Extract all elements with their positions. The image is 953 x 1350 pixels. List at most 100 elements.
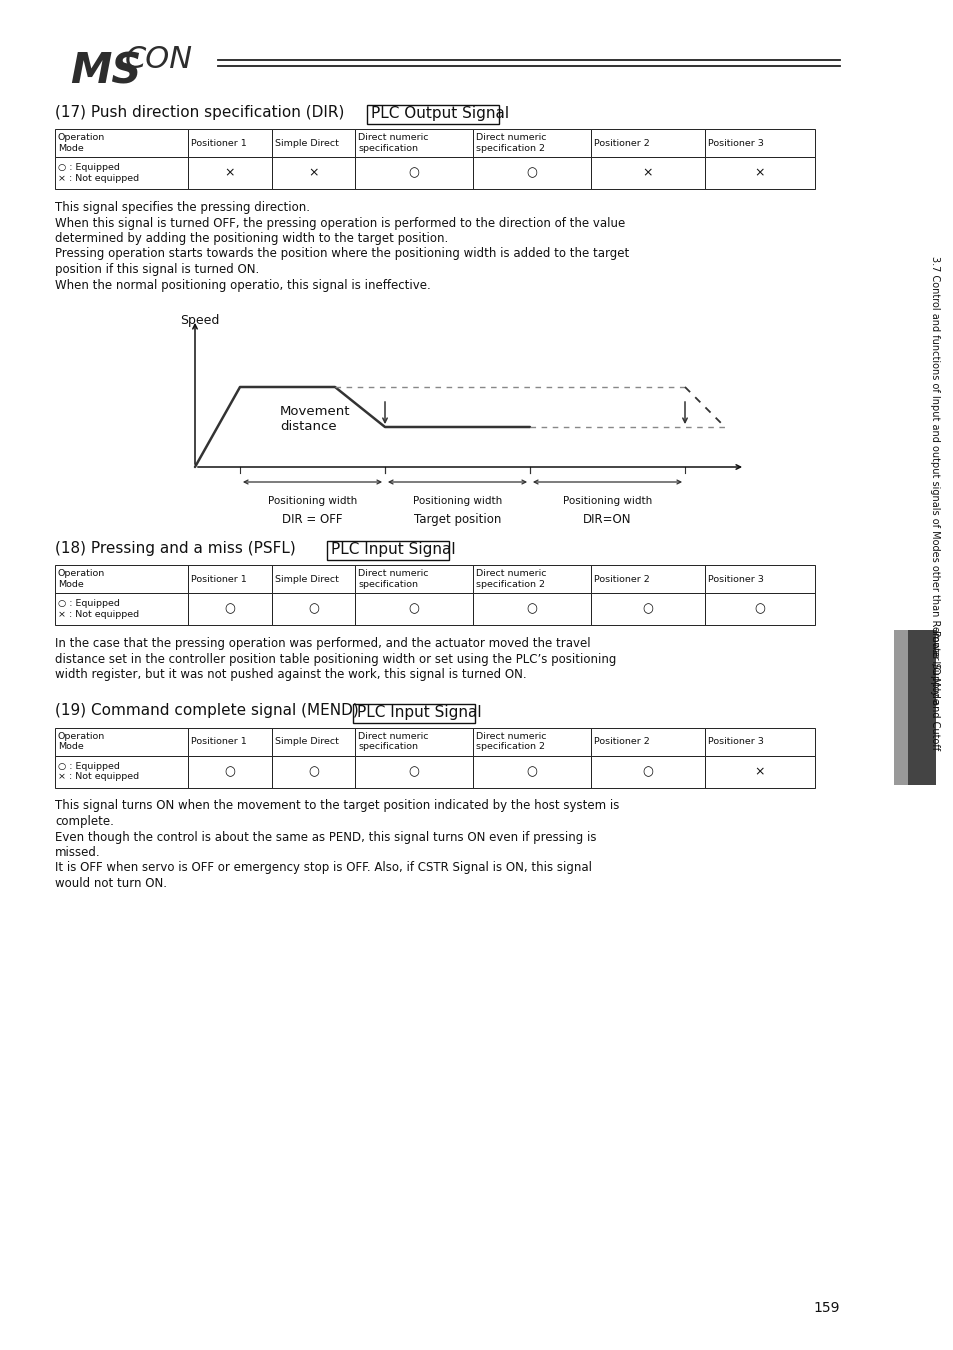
Text: distance set in the controller position table positioning width or set using the: distance set in the controller position … [55,652,616,666]
Text: Direct numeric
specification 2: Direct numeric specification 2 [476,134,546,153]
Bar [473,130,590,157]
Bar [353,703,475,722]
Text: determined by adding the positioning width to the target position.: determined by adding the positioning wid… [55,232,448,244]
Text: ○: ○ [224,765,235,778]
Text: Direct numeric
specification 2: Direct numeric specification 2 [476,732,546,751]
Text: Direct numeric
specification: Direct numeric specification [357,570,428,589]
Text: When this signal is turned OFF, the pressing operation is performed to the direc: When this signal is turned OFF, the pres… [55,216,624,230]
Text: Positioner 2: Positioner 2 [593,575,649,583]
Text: Speed: Speed [180,315,219,327]
Text: CON: CON [125,45,193,74]
Bar [473,157,590,189]
Bar [188,728,272,756]
Bar [355,157,473,189]
Text: ×: × [224,166,234,180]
Text: complete.: complete. [55,815,113,828]
Text: PLC Input Signal: PLC Input Signal [356,705,481,720]
Text: Operation
Mode: Operation Mode [58,570,105,589]
Text: Target position: Target position [414,513,500,526]
Text: Direct numeric
specification: Direct numeric specification [357,134,428,153]
Text: ○: ○ [754,602,764,616]
Bar [272,130,355,157]
Bar [704,130,814,157]
Bar [590,157,704,189]
Text: Positioner 2: Positioner 2 [593,139,649,147]
Bar [55,593,188,625]
Bar [704,728,814,756]
Text: It is OFF when servo is OFF or emergency stop is OFF. Also, if CSTR Signal is ON: It is OFF when servo is OFF or emergency… [55,861,592,875]
Text: ○: ○ [641,602,653,616]
Bar [473,593,590,625]
Text: width register, but it was not pushed against the work, this signal is turned ON: width register, but it was not pushed ag… [55,668,526,680]
Bar [893,630,907,784]
Text: Positioner 3: Positioner 3 [707,139,762,147]
Bar [355,566,473,593]
Bar [473,756,590,787]
Bar [272,593,355,625]
Text: DIR = OFF: DIR = OFF [282,513,342,526]
Text: would not turn ON.: would not turn ON. [55,878,167,890]
Bar [590,728,704,756]
Bar [473,566,590,593]
Text: Simple Direct: Simple Direct [274,139,338,147]
Bar [590,756,704,787]
Text: ×: × [754,166,764,180]
Bar [704,593,814,625]
Text: Positioner 3: Positioner 3 [707,575,762,583]
Bar [55,157,188,189]
Text: ○ : Equipped
× : Not equipped: ○ : Equipped × : Not equipped [58,599,139,618]
Text: ○ : Equipped
× : Not equipped: ○ : Equipped × : Not equipped [58,761,139,782]
Text: ○: ○ [408,602,419,616]
Bar [355,593,473,625]
Bar [473,728,590,756]
Text: missed.: missed. [55,846,100,859]
Text: ○: ○ [408,166,419,180]
Bar [367,105,498,124]
Text: In the case that the pressing operation was performed, and the actuator moved th: In the case that the pressing operation … [55,637,590,649]
Text: ○: ○ [526,765,537,778]
Bar [55,566,188,593]
Text: ○: ○ [408,765,419,778]
Bar [188,566,272,593]
Text: Positioner 1: Positioner 1 [191,737,247,747]
Bar [55,728,188,756]
Text: Direct numeric
specification: Direct numeric specification [357,732,428,751]
Text: Simple Direct: Simple Direct [274,737,338,747]
Text: MS: MS [70,50,141,92]
Bar [907,630,935,784]
Text: 3.7 Control and functions of Input and output signals of Modes other than Remote: 3.7 Control and functions of Input and o… [929,256,939,703]
Text: DIR=ON: DIR=ON [582,513,631,526]
Text: (19) Command complete signal (MEND): (19) Command complete signal (MEND) [55,703,363,718]
Text: Operation
Mode: Operation Mode [58,732,105,751]
Bar [272,728,355,756]
Text: PLC Output Signal: PLC Output Signal [371,107,509,122]
Text: PLC Input Signal: PLC Input Signal [331,541,456,558]
Text: Direct numeric
specification 2: Direct numeric specification 2 [476,570,546,589]
Text: Positioner 1: Positioner 1 [191,139,247,147]
Text: When the normal positioning operatio, this signal is ineffective.: When the normal positioning operatio, th… [55,278,431,292]
Text: Positioning width: Positioning width [562,495,652,506]
Text: ○ : Equipped
× : Not equipped: ○ : Equipped × : Not equipped [58,163,139,182]
Text: This signal turns ON when the movement to the target position indicated by the h: This signal turns ON when the movement t… [55,799,618,813]
Text: ○: ○ [526,602,537,616]
Text: ×: × [642,166,653,180]
Bar [188,157,272,189]
Bar [188,593,272,625]
Text: Positioning width: Positioning width [268,495,356,506]
Bar [590,593,704,625]
Text: (17) Push direction specification (DIR): (17) Push direction specification (DIR) [55,105,349,120]
Bar [272,157,355,189]
Text: ○: ○ [641,765,653,778]
Bar [590,566,704,593]
Text: position if this signal is turned ON.: position if this signal is turned ON. [55,263,259,275]
Text: (18) Pressing and a miss (PSFL): (18) Pressing and a miss (PSFL) [55,541,300,556]
Bar [704,566,814,593]
Text: 159: 159 [813,1301,840,1315]
Text: Movement
distance: Movement distance [280,405,350,433]
Bar [188,130,272,157]
Text: Positioner 3: Positioner 3 [707,737,762,747]
Bar [355,728,473,756]
Bar [704,756,814,787]
Bar [355,756,473,787]
Text: This signal specifies the pressing direction.: This signal specifies the pressing direc… [55,201,310,215]
